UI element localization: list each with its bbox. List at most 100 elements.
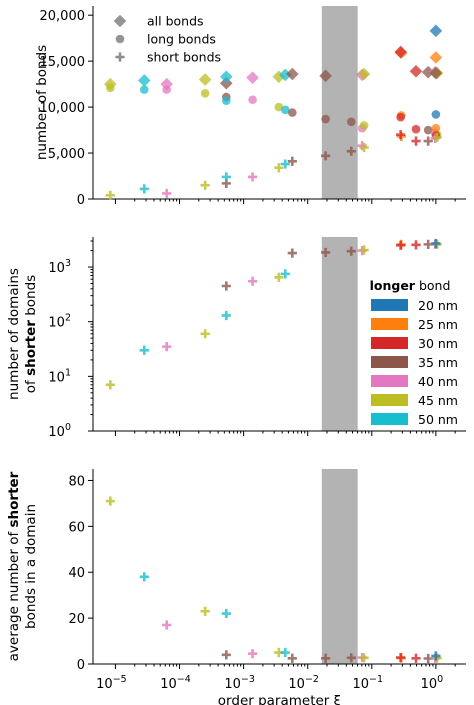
y-tick-label: 103: [48, 258, 71, 276]
point-plus: [287, 156, 297, 166]
x-tick-label: 10−2: [288, 674, 319, 692]
legend-marker-diamond: [113, 14, 127, 28]
legend-label: short bonds: [147, 50, 221, 65]
point-plus: [247, 649, 258, 659]
legend-label: long bonds: [147, 32, 216, 47]
point-diamond: [198, 73, 212, 86]
legend-marker-circle: [115, 34, 125, 44]
x-axis-label: order parameter ξ: [218, 693, 341, 705]
point-diamond: [429, 66, 443, 80]
point-plus: [287, 653, 297, 663]
point-plus: [411, 240, 421, 250]
y-axis-label-middle-2: of shorter bonds: [23, 275, 39, 393]
point-plus: [274, 272, 284, 282]
y-axis-label-middle-1: number of domains: [6, 268, 22, 400]
point-plus: [346, 146, 356, 156]
point-diamond: [286, 67, 299, 81]
point-plus: [321, 653, 331, 663]
point-circle: [106, 83, 115, 93]
legend-swatch: [371, 356, 408, 368]
point-plus: [396, 240, 406, 250]
y-tick-label: 100: [48, 422, 71, 440]
point-plus: [346, 653, 356, 663]
point-diamond: [220, 70, 233, 84]
shaded-region-2: [321, 469, 358, 664]
point-plus: [280, 159, 290, 169]
y-tick-label: 40: [68, 566, 85, 581]
point-plus: [359, 142, 369, 153]
point-plus: [346, 246, 356, 256]
point-plus: [280, 269, 290, 279]
legend-color-label: 40 nm: [418, 374, 458, 389]
y-tick-label: 0: [77, 193, 85, 208]
point-plus: [432, 132, 442, 143]
point-plus: [162, 620, 172, 630]
point-circle: [274, 102, 284, 112]
y-tick-label: 101: [48, 367, 71, 385]
point-plus: [431, 651, 441, 661]
point-plus: [162, 342, 172, 352]
y-axis-label-top: number of bonds: [34, 45, 50, 160]
point-plus: [221, 650, 231, 660]
x-tick-label: 100: [421, 674, 444, 692]
point-plus: [359, 653, 369, 663]
legend-swatch: [371, 337, 408, 349]
point-circle: [431, 123, 441, 133]
legend-swatch: [371, 318, 408, 330]
point-plus: [321, 247, 331, 258]
point-plus: [221, 281, 231, 291]
point-diamond: [272, 70, 286, 84]
point-plus: [431, 238, 441, 249]
y-axis-label-bottom-1: average number of shorter: [6, 471, 22, 661]
point-plus: [423, 136, 433, 146]
point-plus: [411, 653, 421, 663]
y-tick-label: 102: [48, 313, 71, 331]
point-circle: [222, 96, 231, 105]
y-tick-label: 80: [68, 474, 85, 489]
y-tick-label: 5,000: [48, 147, 85, 162]
x-tick-label: 10−5: [96, 674, 127, 692]
legend-swatch: [371, 299, 408, 311]
legend-swatch: [371, 375, 408, 387]
point-circle: [139, 85, 149, 94]
point-diamond: [429, 24, 443, 38]
legend-color-label: 50 nm: [418, 412, 458, 427]
point-diamond: [429, 51, 443, 64]
point-diamond: [319, 69, 332, 83]
point-diamond: [357, 67, 371, 81]
y-tick-label: 0: [77, 658, 85, 673]
legend-swatch: [371, 394, 408, 406]
legend-title: longer bond: [370, 278, 451, 293]
point-plus: [221, 608, 231, 619]
legend-color-label: 20 nm: [418, 298, 458, 313]
point-plus: [200, 606, 210, 616]
point-circle: [280, 105, 290, 115]
point-plus: [200, 329, 210, 339]
point-plus: [274, 163, 284, 173]
point-plus: [287, 248, 297, 258]
point-circle: [359, 121, 369, 130]
y-tick-label: 15,000: [40, 55, 86, 70]
point-circle: [346, 117, 356, 127]
legend-color-label: 30 nm: [418, 336, 458, 351]
point-plus: [247, 276, 258, 286]
point-diamond: [220, 76, 233, 90]
point-circle: [423, 125, 433, 135]
legend-marker-plus: [115, 52, 125, 62]
legend-color-label: 35 nm: [418, 355, 458, 370]
point-plus: [396, 130, 406, 140]
point-plus: [321, 151, 331, 161]
point-circle: [248, 95, 257, 105]
point-diamond: [409, 64, 423, 78]
y-tick-label: 60: [68, 520, 85, 535]
point-diamond: [137, 74, 151, 87]
point-plus: [247, 172, 258, 182]
point-circle: [200, 89, 210, 98]
legend-color-label: 45 nm: [418, 393, 458, 408]
point-plus: [280, 647, 290, 658]
point-circle: [321, 114, 330, 124]
y-tick-label: 20: [68, 612, 85, 627]
point-plus: [105, 380, 115, 390]
point-plus: [105, 496, 115, 506]
